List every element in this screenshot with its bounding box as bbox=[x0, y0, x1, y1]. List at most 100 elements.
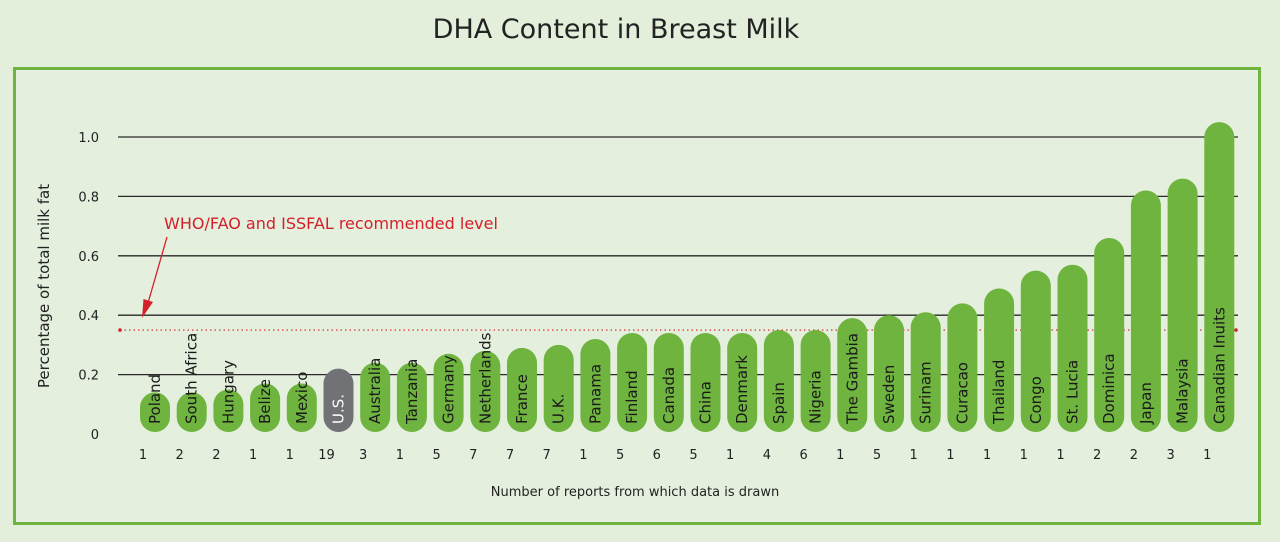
bar bbox=[176, 392, 207, 432]
y-tick-label: 0 bbox=[91, 428, 99, 443]
bar-category-label: China bbox=[697, 381, 715, 424]
report-count-label: 1 bbox=[726, 448, 734, 463]
x-axis-label: Number of reports from which data is dra… bbox=[490, 485, 780, 500]
bar bbox=[580, 338, 611, 432]
bar bbox=[837, 318, 868, 432]
reference-line-end-dot bbox=[1234, 328, 1238, 332]
bar bbox=[617, 333, 648, 432]
bar bbox=[763, 330, 794, 432]
bar-category-label: Surinam bbox=[917, 361, 935, 424]
report-count-label: 1 bbox=[910, 448, 918, 463]
bar-category-label: France bbox=[513, 374, 531, 424]
report-count-label: 7 bbox=[543, 448, 551, 463]
grid-lines bbox=[118, 136, 1238, 376]
bar-category-label: Poland bbox=[146, 374, 164, 424]
report-count-label: 5 bbox=[616, 448, 624, 463]
report-count-label: 1 bbox=[1020, 448, 1028, 463]
report-count-label: 2 bbox=[1093, 448, 1101, 463]
bar-category-label: Canada bbox=[660, 367, 678, 424]
bar bbox=[140, 392, 170, 432]
report-count-label: 2 bbox=[212, 448, 220, 463]
bar-category-label: Netherlands bbox=[476, 332, 494, 424]
bar bbox=[323, 368, 354, 432]
bar bbox=[653, 333, 684, 432]
y-tick-label: 1.0 bbox=[78, 131, 99, 146]
reference-line-label: WHO/FAO and ISSFAL recommended level bbox=[164, 214, 498, 233]
bars: Poland South Africa Hungary Belize Mexico U.S… bbox=[140, 122, 1235, 433]
bar bbox=[874, 315, 904, 432]
annotation-arrow-shaft bbox=[147, 236, 168, 304]
bar bbox=[286, 383, 317, 432]
report-count-label: 1 bbox=[286, 448, 294, 463]
bar bbox=[1057, 264, 1088, 432]
report-count-label: 5 bbox=[873, 448, 881, 463]
report-count-label: 1 bbox=[579, 448, 587, 463]
bar-category-label: Nigeria bbox=[807, 370, 825, 424]
bar bbox=[984, 288, 1015, 432]
bar-category-label: Malaysia bbox=[1174, 358, 1192, 424]
bar-category-label: St. Lucia bbox=[1064, 360, 1082, 424]
bar bbox=[910, 312, 941, 432]
y-tick-label: 0.4 bbox=[78, 309, 99, 324]
chart-title: DHA Content in Breast Milk bbox=[432, 14, 800, 45]
bar bbox=[213, 389, 244, 432]
bar-category-label: Panama bbox=[586, 364, 604, 424]
bar bbox=[470, 350, 501, 432]
report-count-label: 1 bbox=[249, 448, 257, 463]
bar bbox=[690, 333, 721, 432]
bar-category-label: Japan bbox=[1137, 382, 1155, 425]
chart-frame bbox=[13, 67, 1261, 525]
bar bbox=[1130, 190, 1161, 432]
bar-category-label: U.S. bbox=[330, 394, 348, 424]
y-tick-label: 0.2 bbox=[78, 369, 99, 384]
report-count-label: 2 bbox=[176, 448, 184, 463]
bar-category-label: Australia bbox=[366, 358, 384, 424]
bar-category-label: Sweden bbox=[880, 365, 898, 424]
report-count-label: 5 bbox=[432, 448, 440, 463]
bar-category-label: U.K. bbox=[550, 394, 568, 424]
report-count-label: 4 bbox=[763, 448, 771, 463]
y-tick-labels: 0 0.2 0.4 0.6 0.8 1.0 bbox=[78, 131, 99, 443]
bar-category-label: Belize bbox=[256, 379, 274, 424]
report-count-label: 19 bbox=[318, 448, 335, 463]
reference-line-group bbox=[118, 328, 1238, 332]
bar-category-label: Spain bbox=[770, 382, 788, 424]
bar-category-label: Curacao bbox=[953, 362, 971, 424]
report-count-label: 1 bbox=[1203, 448, 1211, 463]
bar bbox=[507, 347, 537, 432]
bar bbox=[543, 344, 574, 432]
report-count-label: 1 bbox=[946, 448, 954, 463]
y-tick-label: 0.6 bbox=[78, 250, 99, 265]
reference-line-start-dot bbox=[118, 328, 122, 332]
bar bbox=[800, 330, 831, 432]
report-count-label: 1 bbox=[983, 448, 991, 463]
report-count-label: 3 bbox=[1166, 448, 1174, 463]
bar-category-label: Finland bbox=[623, 370, 641, 424]
report-count-label: 2 bbox=[1130, 448, 1138, 463]
bar bbox=[947, 303, 978, 432]
bar-category-label: Germany bbox=[440, 355, 458, 424]
bar bbox=[1094, 237, 1125, 432]
report-count-label: 5 bbox=[689, 448, 697, 463]
report-count-labels: 1 2 2 1 1 19 3 1 5 7 7 7 1 5 6 5 1 4 6 1 5 1 1 1 1 1 2 2 3 1 bbox=[139, 448, 1212, 463]
bar-category-label: Thailand bbox=[990, 360, 1008, 425]
report-count-label: 7 bbox=[469, 448, 477, 463]
bar-category-label: South Africa bbox=[183, 333, 201, 424]
bar-category-label: Tanzania bbox=[403, 359, 421, 425]
bar-category-label: The Gambia bbox=[843, 333, 861, 425]
bar-category-label: Congo bbox=[1027, 376, 1045, 424]
bar-category-label: Dominica bbox=[1100, 353, 1118, 424]
bar bbox=[1020, 270, 1051, 432]
bar-category-label: Canadian Inuits bbox=[1210, 307, 1228, 424]
report-count-label: 1 bbox=[1056, 448, 1064, 463]
bar bbox=[360, 362, 391, 432]
report-count-label: 1 bbox=[139, 448, 147, 463]
bar bbox=[433, 353, 464, 432]
bar-category-label: Hungary bbox=[219, 360, 237, 424]
bar bbox=[1167, 178, 1198, 432]
annotation-arrow-head bbox=[142, 299, 153, 318]
report-count-label: 1 bbox=[396, 448, 404, 463]
report-count-label: 3 bbox=[359, 448, 367, 463]
report-count-label: 1 bbox=[836, 448, 844, 463]
